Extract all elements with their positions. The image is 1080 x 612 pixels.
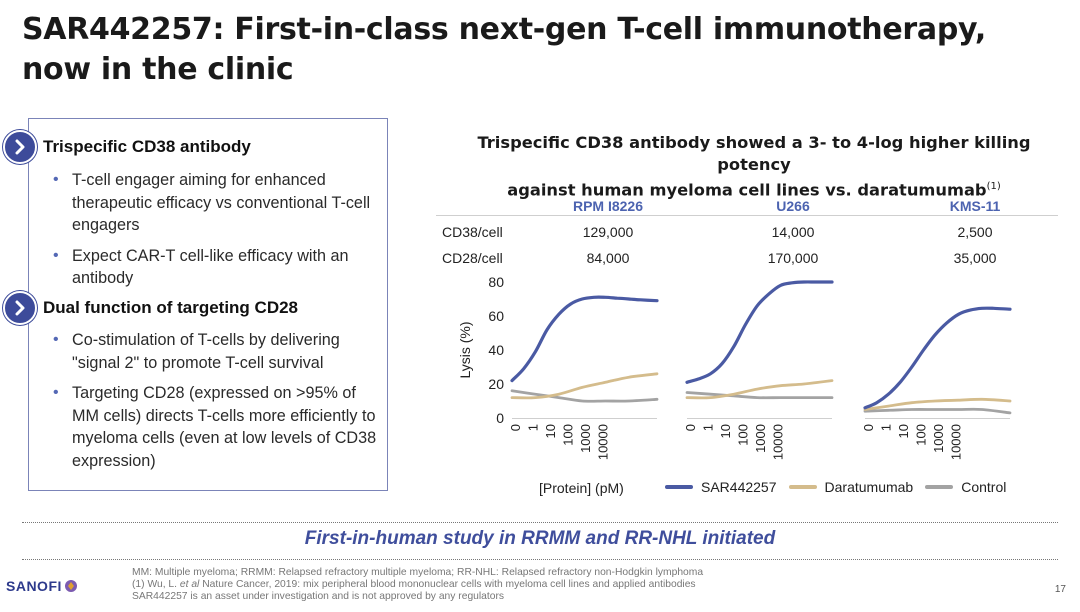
x-tick-label: 0 [508,424,523,431]
logo-text: SANOFI [6,578,62,594]
y-tick-label: 20 [488,376,504,392]
left-info-panel: Trispecific CD38 antibody T-cell engager… [3,118,388,491]
page-number: 17 [1054,584,1066,595]
y-tick-label: 0 [496,410,504,426]
x-tick-label: 10000 [949,424,964,460]
footnote-line: SAR442257 is an asset under investigatio… [132,591,505,603]
table-cell: 129,000 [582,224,634,240]
divider-top [22,522,1058,523]
x-tick-label: 1000 [578,424,593,453]
x-tick-label: 0 [683,424,698,431]
y-tick-label: 80 [488,274,504,290]
series-line-sar442257-kms11 [863,306,1012,410]
chart-legend: SAR442257 Daratumumab Control [665,479,1018,495]
series-line-control-kms11 [863,407,1012,415]
chart-title: Trispecific CD38 antibody showed a 3- to… [438,132,1070,201]
divider-bottom [22,559,1058,560]
footnote-ref: (1) [986,181,1001,192]
logo-mark-icon [64,580,77,592]
x-tick-label: 10 [896,424,911,438]
row-label: CD28/cell [442,250,503,266]
x-tick-label: 10000 [771,424,786,460]
table-row: CD28/cell 84,000 170,000 35,000 [436,250,1058,270]
bullet-item: Targeting CD28 (expressed on >95% of MM … [53,382,383,472]
chart-title-line-2-text: against human myeloma cell lines vs. dar… [507,180,987,200]
chevron-right-icon [3,291,37,325]
x-tick-label: 100 [736,424,751,446]
x-tick-label: 10 [718,424,733,438]
bullet-item: Co-stimulation of T-cells by delivering … [53,329,383,374]
bullet-list-cd28: Co-stimulation of T-cells by delivering … [53,329,383,480]
table-cell: 170,000 [767,250,819,266]
y-axis-label: Lysis (%) [457,321,473,378]
legend-swatch [925,485,954,489]
table-cell: 84,000 [586,250,630,266]
series-line-control-u266 [685,391,834,400]
legend-swatch [788,485,817,489]
x-tick-label: 0 [861,424,876,431]
table-header: RPM I8226 U266 KMS-11 [436,196,1058,216]
column-header-u266: U266 [776,198,810,214]
slide-title-line-2: now in the clinic [22,52,294,87]
bullet-item: Expect CAR-T cell-like efficacy with an … [53,245,383,290]
footnotes: MM: Multiple myeloma; RRMM: Relapsed ref… [132,567,703,604]
table-cell: 35,000 [953,250,997,266]
chart-title-line-1: Trispecific CD38 antibody showed a 3- to… [477,133,1031,174]
series-line-daratumumab-kms11 [863,397,1012,411]
x-tick-label: 1 [701,424,716,431]
footnote-line: (1) Wu, L. et al Nature Cancer, 2019: mi… [132,579,703,591]
x-axis-label: [Protein] (pM) [539,480,624,496]
legend-item-daratumumab: Daratumumab [788,479,914,495]
x-tick-label: 100 [561,424,576,446]
x-tick-label: 1 [526,424,541,431]
chart-title-line-2: against human myeloma cell lines vs. dar… [438,176,1070,201]
legend-item-sar442257: SAR442257 [665,479,777,495]
footnote-line: MM: Multiple myeloma; RRMM: Relapsed ref… [132,567,704,578]
footnote-text: Nature Cancer, 2019: mix peripheral bloo… [199,579,696,591]
y-tick-label: 60 [488,308,504,324]
column-header-kms11: KMS-11 [949,198,1001,214]
x-tick-label: 10000 [596,424,611,460]
section-heading-label: Trispecific CD38 antibody [43,137,251,156]
section-heading-cd28: Dual function of targeting CD28 [3,291,298,325]
legend-label: SAR442257 [701,479,777,495]
legend-label: Daratumumab [824,479,914,495]
section-heading-label: Dual function of targeting CD28 [43,298,298,317]
row-label: CD38/cell [442,224,503,240]
legend-item-control: Control [925,479,1006,495]
table-row: CD38/cell 129,000 14,000 2,500 [436,224,1058,244]
slide-title-line-1: SAR442257: First-in-class next-gen T-cel… [22,12,987,47]
banner-text: First-in-human study in RRMM and RR-NHL … [304,528,776,549]
footnote-em: et al [179,579,200,591]
y-tick-label: 40 [488,342,504,358]
table-cell: 14,000 [771,224,815,240]
series-line-daratumumab-u266 [685,379,834,400]
series-line-sar442257-rpmi8226 [510,295,659,383]
legend-swatch [665,485,693,489]
slide-title: SAR442257: First-in-class next-gen T-cel… [22,10,1062,90]
chevron-right-icon [3,130,37,164]
bullet-list-trispecific: T-cell engager aiming for enhanced thera… [53,169,383,298]
series-line-control-rpmi8226 [510,389,659,403]
x-tick-label: 1000 [931,424,946,453]
x-tick-label: 10 [543,424,558,438]
section-heading-trispecific: Trispecific CD38 antibody [3,130,251,164]
sanofi-logo: SANOFI [6,578,78,594]
x-tick-label: 1000 [753,424,768,453]
x-tick-label: 1 [879,424,894,431]
table-cell: 2,500 [957,224,993,240]
series-line-daratumumab-rpmi8226 [510,372,659,400]
bullet-item: T-cell engager aiming for enhanced thera… [53,169,383,237]
legend-label: Control [961,479,1007,495]
x-tick-label: 100 [914,424,929,446]
footnote-text: (1) Wu, L. [132,579,180,591]
series-line-sar442257-u266 [685,280,834,384]
column-header-rpmi8226: RPM I8226 [572,198,644,214]
